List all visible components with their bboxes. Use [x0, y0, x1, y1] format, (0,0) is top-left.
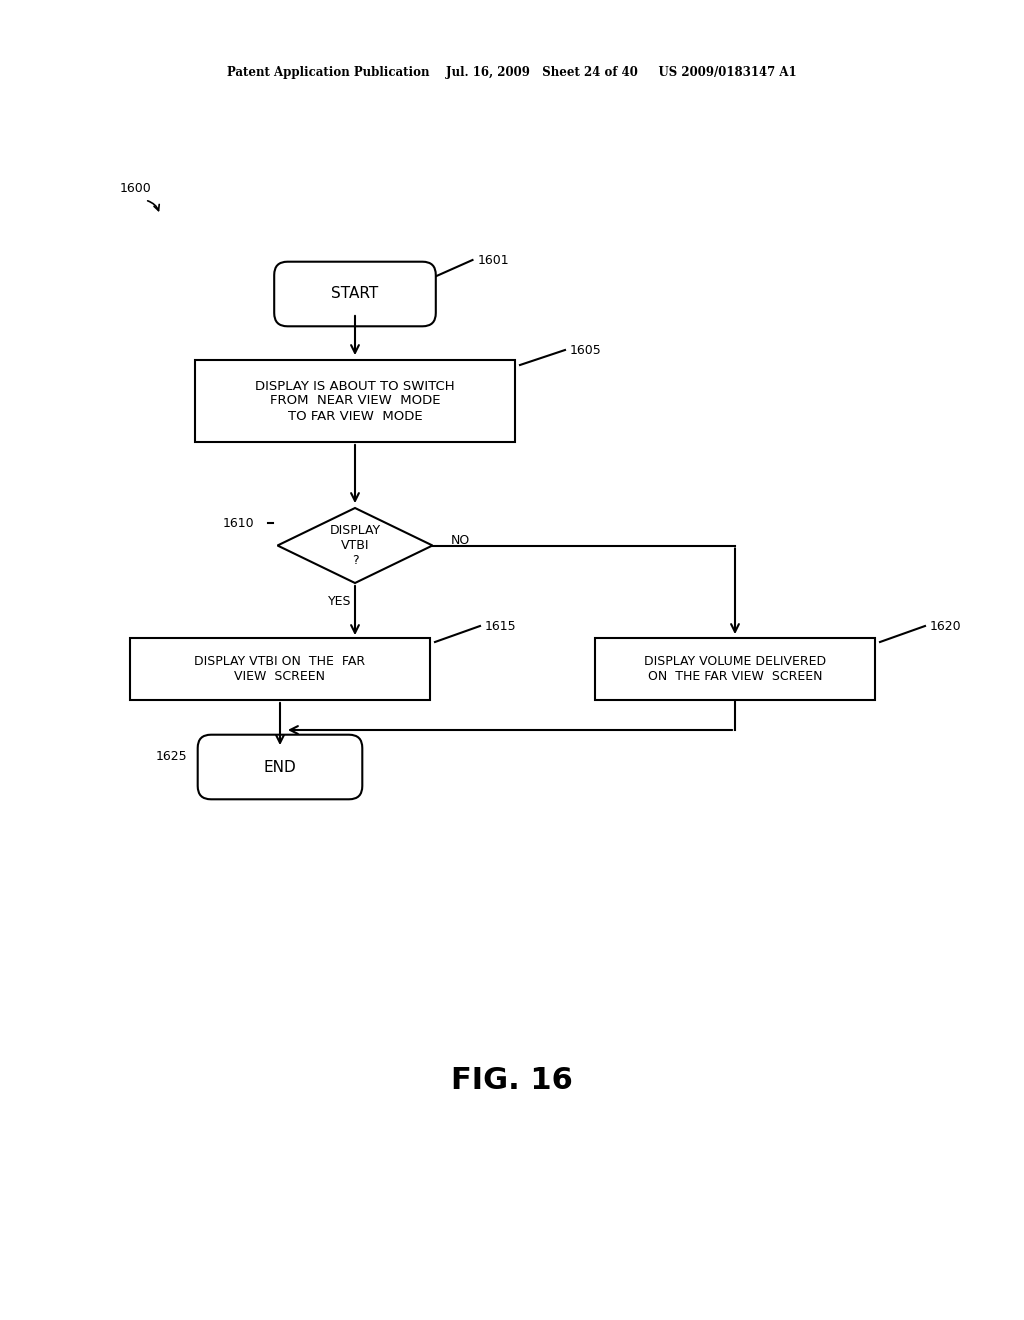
Text: 1620: 1620: [930, 619, 962, 632]
Bar: [595, 638, 874, 700]
Bar: [130, 638, 430, 700]
Polygon shape: [278, 508, 432, 583]
Text: 1601: 1601: [477, 253, 509, 267]
Text: START: START: [332, 286, 379, 301]
Text: 1600: 1600: [120, 182, 152, 195]
Text: 1615: 1615: [485, 619, 517, 632]
Text: YES: YES: [329, 595, 352, 609]
Text: DISPLAY
VTBI
?: DISPLAY VTBI ?: [330, 524, 381, 568]
Text: 1605: 1605: [570, 343, 602, 356]
Text: DISPLAY VOLUME DELIVERED
ON  THE FAR VIEW  SCREEN: DISPLAY VOLUME DELIVERED ON THE FAR VIEW…: [644, 655, 826, 682]
Text: DISPLAY VTBI ON  THE  FAR
VIEW  SCREEN: DISPLAY VTBI ON THE FAR VIEW SCREEN: [195, 655, 366, 682]
FancyBboxPatch shape: [198, 735, 362, 800]
Bar: [195, 360, 515, 442]
FancyBboxPatch shape: [274, 261, 436, 326]
Text: 1610: 1610: [222, 516, 254, 529]
Text: FIG. 16: FIG. 16: [451, 1065, 573, 1094]
Text: END: END: [263, 759, 296, 775]
Text: Patent Application Publication    Jul. 16, 2009   Sheet 24 of 40     US 2009/018: Patent Application Publication Jul. 16, …: [227, 66, 797, 78]
Text: DISPLAY IS ABOUT TO SWITCH
FROM  NEAR VIEW  MODE
TO FAR VIEW  MODE: DISPLAY IS ABOUT TO SWITCH FROM NEAR VIE…: [255, 380, 455, 422]
Text: NO: NO: [451, 535, 470, 546]
Text: 1625: 1625: [156, 750, 187, 763]
